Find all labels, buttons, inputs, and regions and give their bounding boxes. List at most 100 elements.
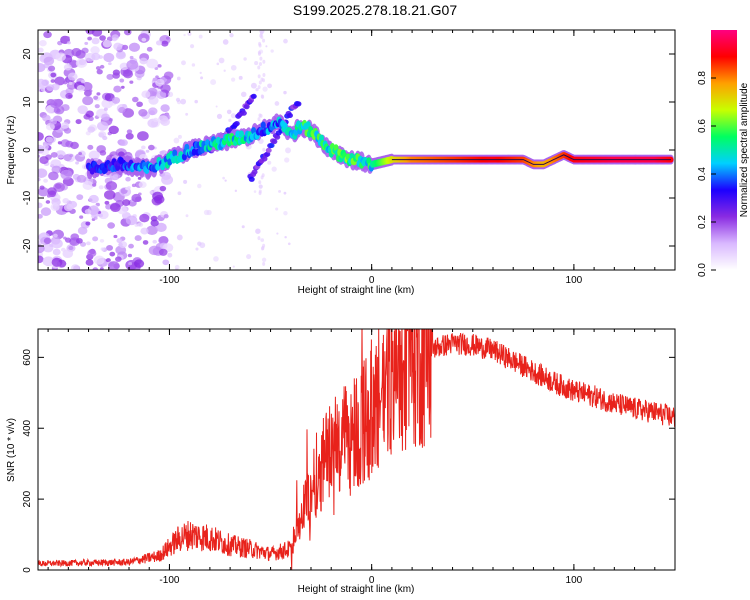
spectrogram-noise-cell xyxy=(88,150,100,160)
spectrogram-noise-cell xyxy=(95,66,101,71)
spectrogram-noise-cell xyxy=(283,38,288,44)
spectrogram-noise-cell xyxy=(258,180,262,185)
spectrogram-noise-cell xyxy=(46,194,51,198)
spectrogram-noise-cell xyxy=(96,92,101,96)
spectrogram-noise-cell xyxy=(50,159,62,169)
colorbar-label: Normalized spectral amplitude xyxy=(739,82,750,217)
spectrogram-noise-cell xyxy=(216,113,223,119)
spectrogram-noise-cell xyxy=(119,78,125,83)
spectrogram-noise-cell xyxy=(123,30,132,36)
spectrogram-noise-cell xyxy=(230,64,237,71)
spectrogram-noise-cell xyxy=(260,34,264,39)
spectrogram-noise-cell xyxy=(70,233,80,241)
spectrogram-noise-cell xyxy=(52,248,61,256)
spectrogram-noise-cell xyxy=(82,180,94,191)
spectrogram-noise-cell xyxy=(51,238,63,249)
spectrogram-noise-cell xyxy=(152,77,158,82)
spectrogram-noise-cell xyxy=(43,237,52,244)
spectrogram-noise-cell xyxy=(113,234,118,239)
spectrogram-noise-cell xyxy=(70,264,80,270)
spectrogram-noise-cell xyxy=(116,238,123,244)
spectrogram-noise-cell xyxy=(54,76,66,86)
spectrogram-noise-cell xyxy=(234,189,238,193)
spectrogram-noise-cell xyxy=(283,90,287,95)
spectrogram-noise-cell xyxy=(112,37,118,42)
spectrogram-noise-cell xyxy=(104,190,116,200)
spectrogram-noise-cell xyxy=(50,79,56,83)
colorbar-tick-label: 0.0 xyxy=(697,263,708,277)
spectrogram-noise-cell xyxy=(85,221,91,226)
spectrogram-noise-cell xyxy=(125,176,131,182)
spectrogram-noise-cell xyxy=(255,87,259,92)
spectrogram-noise-cell xyxy=(78,152,83,156)
spectrogram-noise-cell xyxy=(68,81,73,86)
spectrogram-noise-cell xyxy=(262,147,266,152)
spectrogram-noise-cell xyxy=(146,225,158,236)
spectrogram-noise-cell xyxy=(152,239,158,244)
spectrogram-noise-cell xyxy=(53,233,58,238)
spectrogram-noise-cell xyxy=(261,257,267,262)
spectrogram-noise-cell xyxy=(45,136,54,143)
spectrogram-noise-cell xyxy=(137,131,149,141)
spectrogram-noise-cell xyxy=(260,77,264,82)
spectrogram-noise-cell xyxy=(177,191,182,196)
snr-x-tick-label: 100 xyxy=(566,575,583,586)
spectrogram-noise-cell xyxy=(199,242,206,249)
spectrogram-noise-cell xyxy=(99,150,107,156)
spectrogram-noise-cell xyxy=(127,186,131,190)
spectrogram-ridge-cell xyxy=(319,134,325,142)
spectrogram-noise-cell xyxy=(109,203,121,213)
spectrogram-noise-cell xyxy=(283,191,287,195)
spectrogram-noise-cell xyxy=(75,119,82,125)
spectrogram-y-tick-label: 10 xyxy=(22,96,33,108)
spectrogram-x-tick-label: 100 xyxy=(566,275,583,286)
spectrogram-noise-cell xyxy=(88,194,99,204)
spectrogram-noise-cell xyxy=(106,244,114,251)
spectrogram-noise-cell xyxy=(39,185,45,190)
spectrogram-noise-cell xyxy=(121,44,129,50)
spectrogram-noise-cell xyxy=(173,137,180,144)
spectrogram-noise-cell xyxy=(156,90,167,100)
colorbar-gradient xyxy=(711,30,737,270)
spectrogram-noise-cell xyxy=(93,216,98,220)
spectrogram-noise-cell xyxy=(155,75,159,79)
spectrogram-noise-cell xyxy=(125,132,134,140)
spectrogram-noise-cell xyxy=(107,222,115,229)
spectrogram-noise-cell xyxy=(133,259,145,268)
spectrogram-y-tick-label: 20 xyxy=(22,48,33,60)
spectrogram-noise-cell xyxy=(65,92,73,100)
spectrogram-noise-cell xyxy=(55,52,67,62)
spectrogram-noise-cell xyxy=(112,174,119,179)
spectrogram-noise-cell xyxy=(216,62,220,66)
spectrogram-noise-cell xyxy=(104,200,110,205)
spectrogram-noise-cell xyxy=(60,122,70,129)
spectrogram-noise-cell xyxy=(99,64,105,69)
spectrogram-noise-cell xyxy=(55,150,66,159)
spectrogram-noise-cell xyxy=(108,125,119,135)
spectrogram-noise-cell xyxy=(118,151,125,157)
spectrogram-noise-cell xyxy=(161,40,169,47)
snr-y-ticks: 0 200 400 600 xyxy=(22,349,675,573)
spectrogram-branch-cell xyxy=(265,147,272,153)
spectrogram-noise-cell xyxy=(139,213,150,223)
spectrogram-noise-cell xyxy=(167,91,174,98)
spectrogram-noise-cell xyxy=(258,191,262,196)
spectrogram-noise-cell xyxy=(213,256,219,262)
spectrogram-noise-cell xyxy=(262,86,268,92)
spectrogram-noise-cell xyxy=(159,185,167,192)
spectrogram-noise-cell xyxy=(224,179,227,182)
snr-series-line xyxy=(38,329,675,570)
spectrogram-noise-cell xyxy=(93,95,99,100)
spectrogram-noise-cell xyxy=(100,247,105,251)
spectrogram-noise-cell xyxy=(38,202,43,209)
spectrogram-noise-cell xyxy=(267,83,272,89)
spectrogram-y-ticks: -20 -10 0 10 20 xyxy=(22,48,675,253)
spectrogram-noise-cell xyxy=(274,101,280,106)
spectrogram-noise-cell xyxy=(158,236,169,245)
spectrogram-noise-cell xyxy=(157,64,162,68)
spectrogram-noise-cell xyxy=(82,95,94,106)
spectrogram-noise-cell xyxy=(226,109,232,115)
spectrogram-noise-cell xyxy=(106,73,114,80)
spectrogram-noise-cell xyxy=(101,113,110,121)
spectrogram-branch-cell xyxy=(295,101,302,107)
